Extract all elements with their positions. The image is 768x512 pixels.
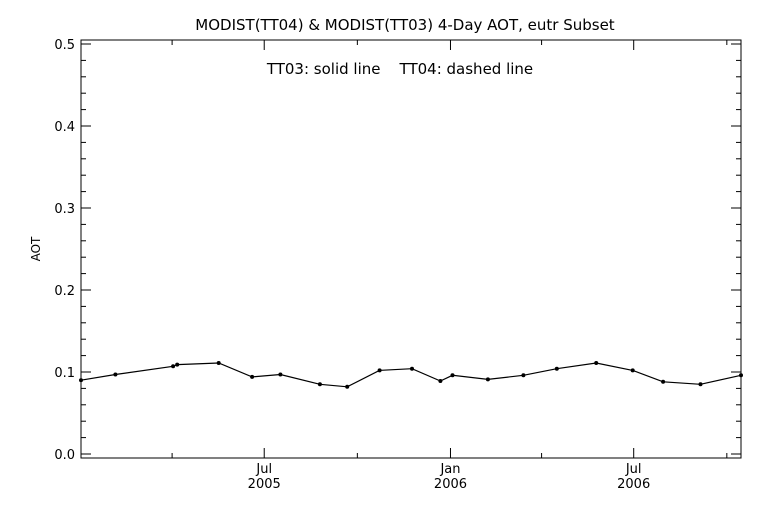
- data-point: [79, 378, 83, 383]
- data-point: [377, 368, 382, 373]
- x-tick-month: Jul: [255, 462, 272, 477]
- data-point: [450, 373, 455, 378]
- y-tick-label: 0.2: [54, 284, 75, 299]
- y-tick-label: 0.5: [54, 38, 75, 53]
- chart-title: MODIST(TT04) & MODIST(TT03) 4-Day AOT, e…: [195, 16, 615, 34]
- data-point: [250, 374, 255, 379]
- data-point: [630, 368, 635, 373]
- data-point: [113, 372, 118, 377]
- data-point: [661, 379, 666, 384]
- data-point: [594, 361, 599, 365]
- y-tick-label: 0.1: [54, 366, 75, 381]
- series-layer: [79, 361, 743, 389]
- x-tick-year: 2006: [617, 477, 650, 492]
- data-point: [485, 377, 490, 382]
- y-tick-label: 0.4: [54, 120, 75, 135]
- data-point: [698, 382, 703, 387]
- data-point: [216, 361, 221, 365]
- data-point: [410, 366, 414, 371]
- data-point: [278, 372, 283, 377]
- y-tick-label: 0.3: [54, 202, 75, 217]
- data-point: [345, 384, 350, 389]
- plot-frame: [80, 39, 742, 459]
- x-tick-year: 2005: [248, 477, 281, 492]
- series-line-tt03: [80, 362, 742, 388]
- x-tick-month: Jul: [625, 462, 642, 477]
- y-tick-label: 0.0: [54, 448, 75, 463]
- data-point: [175, 362, 180, 367]
- data-point: [521, 373, 526, 378]
- data-point: [438, 379, 443, 383]
- chart-annotation: TT03: solid line TT04: dashed line: [266, 60, 533, 78]
- y-axis-label: AOT: [29, 236, 43, 261]
- data-point: [739, 373, 743, 378]
- y-axis-ticks: 0.0 0.1 0.2 0.3 0.4 0.5: [54, 38, 741, 463]
- data-point: [171, 364, 176, 369]
- x-tick-month: Jan: [439, 462, 460, 477]
- data-point: [317, 382, 322, 387]
- x-tick-year: 2006: [434, 477, 467, 492]
- data-point: [554, 366, 559, 371]
